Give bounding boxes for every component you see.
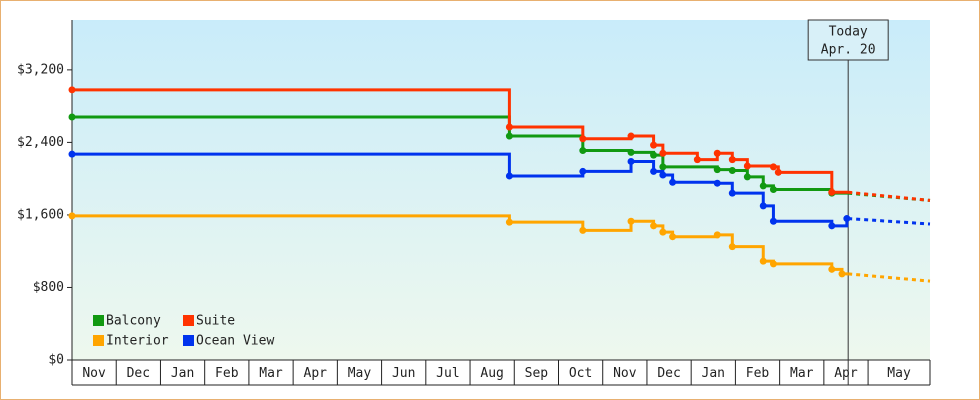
legend-swatch (93, 315, 104, 326)
y-tick-label: $0 (48, 353, 64, 368)
point (579, 167, 587, 175)
legend-label: Ocean View (196, 334, 274, 349)
x-tick-label: Mar (790, 366, 814, 381)
y-tick-label: $3,200 (17, 62, 64, 77)
point (713, 179, 721, 187)
x-tick-label: Dec (127, 366, 150, 381)
series-line (72, 214, 849, 276)
point (713, 231, 721, 239)
x-tick-label: May (348, 366, 372, 381)
y-tick-label: $800 (33, 280, 64, 295)
point (828, 188, 836, 196)
point (627, 217, 635, 225)
x-tick-label: Feb (215, 366, 239, 381)
point (627, 132, 635, 140)
legend-swatch (183, 335, 194, 346)
point (838, 270, 846, 278)
legend-label: Balcony (106, 314, 161, 329)
point (659, 163, 667, 171)
x-tick-label: Apr (834, 366, 858, 381)
point (68, 150, 76, 158)
point (505, 172, 513, 180)
x-tick-label: Mar (259, 366, 283, 381)
legend-swatch (93, 335, 104, 346)
point (828, 222, 836, 230)
point (68, 212, 76, 220)
point (843, 215, 851, 223)
point (627, 148, 635, 156)
x-tick-label: Jun (392, 366, 415, 381)
point (659, 228, 667, 236)
legend-swatch (183, 315, 194, 326)
x-tick-label: Dec (657, 366, 680, 381)
point (769, 217, 777, 225)
series-line (72, 152, 849, 228)
y-tick-label: $2,400 (17, 135, 64, 150)
point (505, 123, 513, 131)
projection-line (848, 272, 931, 283)
point (728, 243, 736, 251)
series-line (72, 88, 849, 194)
point (728, 156, 736, 164)
point (769, 163, 777, 171)
point (693, 156, 701, 164)
x-tick-label: Aug (480, 366, 503, 381)
point (759, 257, 767, 265)
x-tick-label: Jan (702, 366, 725, 381)
y-tick-label: $1,600 (17, 207, 64, 222)
point (68, 86, 76, 94)
point (728, 189, 736, 197)
point (769, 186, 777, 194)
point (713, 166, 721, 174)
point (659, 171, 667, 179)
x-tick-label: Jul (436, 366, 459, 381)
point (650, 222, 658, 230)
point (650, 141, 658, 149)
x-tick-label: May (887, 366, 911, 381)
x-tick-label: Oct (569, 366, 592, 381)
projection-line (848, 190, 931, 202)
point (579, 147, 587, 155)
point (505, 218, 513, 226)
x-tick-label: Nov (82, 366, 106, 381)
point (650, 151, 658, 159)
point (759, 182, 767, 190)
x-tick-label: Sep (525, 366, 549, 381)
point (650, 167, 658, 175)
point (659, 149, 667, 157)
x-tick-label: Feb (746, 366, 770, 381)
projection-line (848, 217, 931, 226)
today-label: Today (829, 25, 868, 40)
point (774, 168, 782, 176)
point (713, 149, 721, 157)
point (759, 202, 767, 210)
point (505, 132, 513, 140)
point (728, 167, 736, 175)
point (669, 233, 677, 241)
x-tick-label: Jan (171, 366, 194, 381)
point (579, 135, 587, 143)
legend-label: Interior (106, 334, 169, 349)
point (669, 178, 677, 186)
x-tick-label: Nov (613, 366, 637, 381)
point (769, 260, 777, 268)
legend-label: Suite (196, 314, 235, 329)
point (743, 173, 751, 181)
today-box (807, 19, 889, 61)
point (743, 162, 751, 170)
point (579, 226, 587, 234)
today-label: Apr. 20 (821, 43, 876, 58)
x-tick-label: Apr (304, 366, 328, 381)
point (828, 265, 836, 273)
point (627, 157, 635, 165)
point (68, 113, 76, 121)
